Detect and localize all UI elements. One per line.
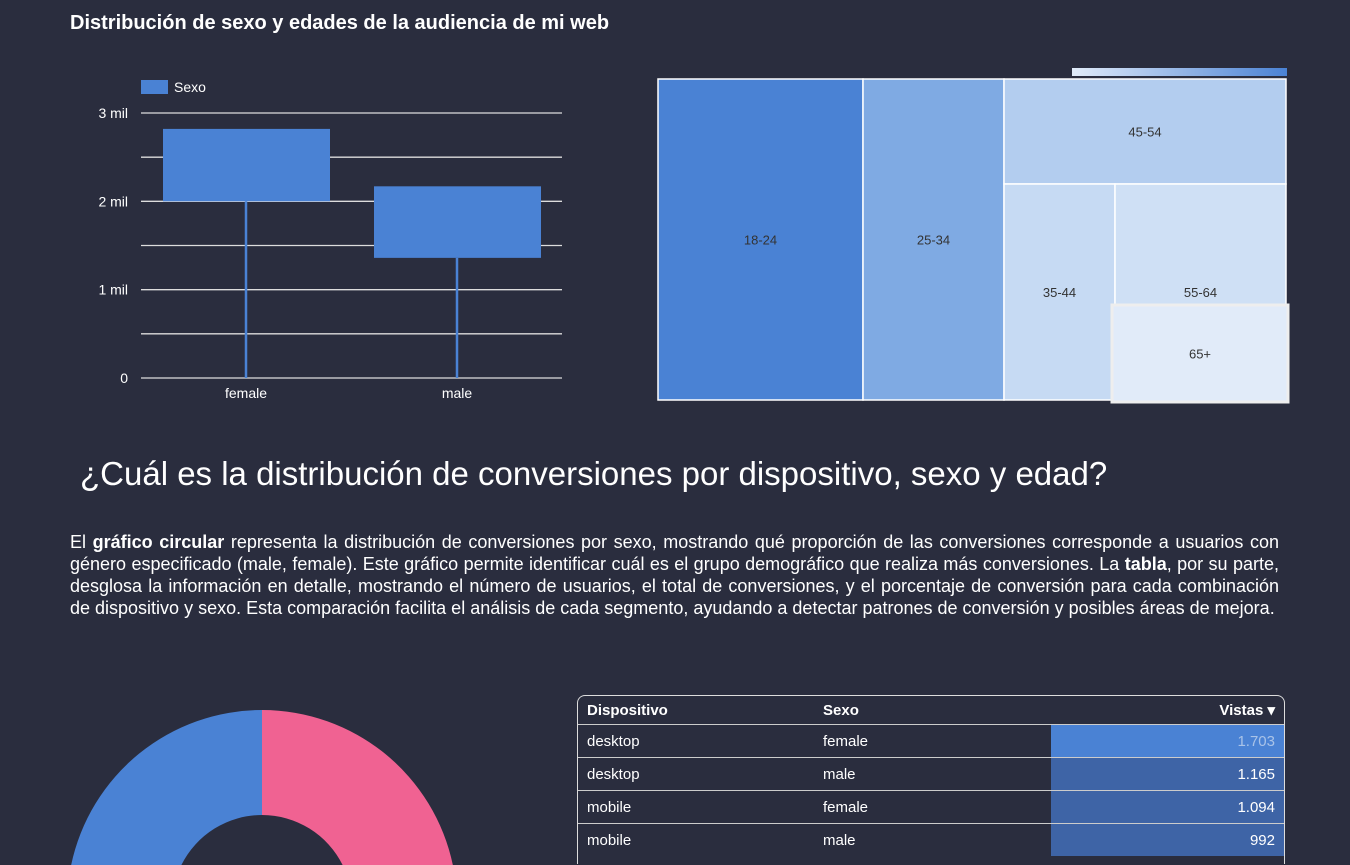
column-header-sexo[interactable]: Sexo bbox=[823, 701, 859, 719]
cell-dispositivo: desktop bbox=[578, 757, 814, 791]
sexo-bar-chart: Sexo 0 1 mil 2 mil 3 mil female male bbox=[98, 79, 562, 401]
bar-female[interactable] bbox=[163, 128, 330, 202]
y-tick-label: 1 mil bbox=[98, 282, 128, 298]
cell-sexo: male bbox=[814, 823, 1051, 856]
treemap-label: 55-64 bbox=[1184, 285, 1217, 300]
legend-label: Sexo bbox=[174, 79, 206, 95]
donut-chart bbox=[71, 710, 453, 865]
cell-dispositivo: mobile bbox=[578, 790, 814, 824]
treemap-cell-65+[interactable]: 65+ bbox=[1110, 303, 1290, 404]
treemap-label: 18-24 bbox=[744, 233, 777, 248]
treemap-cell-25-34[interactable]: 25-34 bbox=[862, 78, 1005, 401]
cell-sexo: female bbox=[814, 724, 1051, 758]
age-treemap: 18-24 25-34 45-54 35-44 55-64 65+ bbox=[657, 68, 1290, 404]
treemap-label: 45-54 bbox=[1128, 125, 1161, 140]
table-row[interactable]: mobile female 1.094 bbox=[578, 790, 1284, 824]
x-tick-label: female bbox=[225, 385, 267, 401]
bar-male[interactable] bbox=[374, 186, 541, 258]
y-tick-label: 0 bbox=[120, 370, 128, 386]
cell-dispositivo: mobile bbox=[578, 823, 814, 856]
column-header-vistas[interactable]: Vistas ▾ bbox=[1219, 702, 1275, 719]
table-row[interactable]: desktop male 1.165 bbox=[578, 757, 1284, 791]
treemap-label: 25-34 bbox=[917, 233, 950, 248]
description-paragraph: El gráfico circular representa la distri… bbox=[70, 532, 1279, 618]
device-sex-table: Dispositivo Sexo Vistas ▾ desktop female 1… bbox=[577, 695, 1285, 864]
y-tick-label: 2 mil bbox=[98, 193, 128, 209]
treemap-label: 35-44 bbox=[1043, 285, 1076, 300]
cell-vistas: 1.703 bbox=[1051, 724, 1284, 758]
cell-vistas: 1.165 bbox=[1051, 757, 1284, 791]
table-row[interactable]: mobile male 992 bbox=[578, 823, 1284, 856]
cell-vistas: 992 bbox=[1051, 823, 1284, 856]
treemap-cell-45-54[interactable]: 45-54 bbox=[1003, 78, 1287, 185]
section-title: Distribución de sexo y edades de la audi… bbox=[70, 12, 610, 34]
color-scale-legend bbox=[1072, 68, 1287, 76]
section-heading: ¿Cuál es la distribución de conversiones… bbox=[80, 455, 1108, 492]
table-row[interactable]: desktop female 1.703 bbox=[578, 724, 1284, 758]
cell-sexo: male bbox=[814, 757, 1051, 791]
pie-slice-female[interactable] bbox=[262, 710, 453, 865]
legend-swatch bbox=[141, 80, 168, 94]
cell-vistas: 1.094 bbox=[1051, 790, 1284, 824]
treemap-label: 65+ bbox=[1189, 347, 1211, 362]
cell-sexo: female bbox=[814, 790, 1051, 824]
y-tick-label: 3 mil bbox=[98, 105, 128, 121]
pie-slice-male[interactable] bbox=[71, 710, 262, 865]
treemap-cell-35-44[interactable]: 35-44 bbox=[1003, 183, 1116, 401]
cell-dispositivo: desktop bbox=[578, 724, 814, 758]
treemap-cell-18-24[interactable]: 18-24 bbox=[657, 78, 864, 401]
x-tick-label: male bbox=[442, 385, 473, 401]
column-header-dispositivo[interactable]: Dispositivo bbox=[587, 701, 668, 719]
